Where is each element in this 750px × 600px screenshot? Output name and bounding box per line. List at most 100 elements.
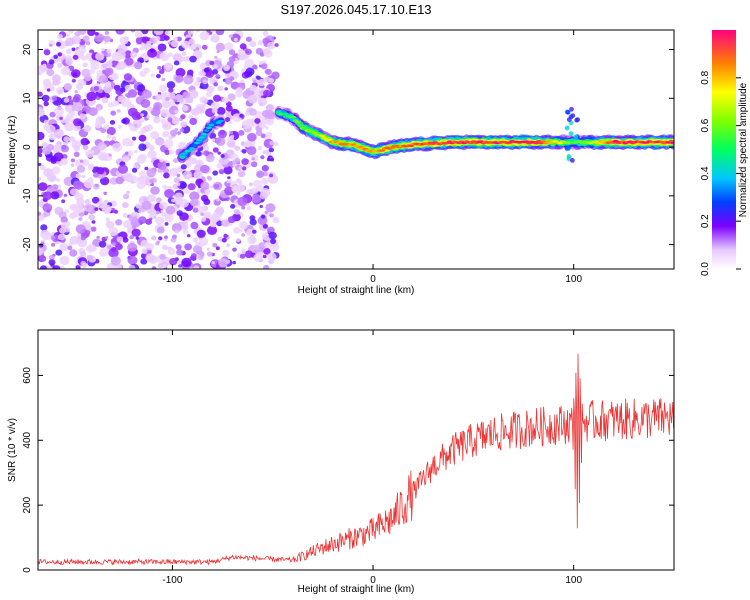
noise-blob	[156, 73, 161, 79]
noise-blob	[239, 50, 245, 55]
noise-blob	[81, 175, 86, 179]
noise-blob	[50, 86, 55, 92]
noise-blob	[264, 109, 275, 120]
noise-blob	[149, 213, 154, 218]
noise-blob	[165, 97, 170, 102]
noise-blob	[252, 229, 257, 234]
noise-blob	[82, 35, 90, 42]
noise-blob	[141, 174, 148, 181]
noise-blob	[256, 75, 261, 80]
burst-mark	[570, 158, 575, 163]
noise-blob	[59, 242, 69, 252]
noise-blob	[255, 130, 263, 136]
noise-blob	[171, 198, 176, 203]
burst-mark	[566, 146, 571, 151]
noise-blob	[170, 40, 179, 48]
noise-blob	[179, 182, 187, 189]
noise-blob	[71, 140, 82, 149]
noise-blob	[168, 87, 174, 93]
noise-blob	[86, 254, 93, 261]
noise-blob	[151, 266, 157, 269]
noise-blob	[130, 30, 136, 33]
burst-mark	[564, 125, 570, 131]
spectrogram-frame	[37, 29, 675, 270]
noise-blob	[97, 88, 103, 94]
ridge-mark	[203, 129, 210, 132]
noise-blob	[251, 187, 259, 194]
noise-blob	[90, 226, 97, 232]
noise-blob	[72, 102, 82, 112]
noise-blob	[63, 193, 68, 197]
noise-blob	[78, 217, 83, 221]
ridge-mark	[186, 149, 193, 152]
noise-blob	[196, 76, 202, 82]
noise-blob	[66, 48, 72, 55]
noise-blob	[60, 221, 69, 229]
noise-blob	[273, 141, 279, 147]
noise-blob	[147, 194, 156, 203]
noise-blob	[214, 55, 218, 60]
noise-blob	[140, 30, 149, 35]
noise-blob	[186, 234, 191, 238]
noise-blob	[226, 179, 231, 184]
noise-blob	[211, 138, 216, 142]
noise-blob	[38, 177, 42, 181]
noise-blob	[146, 115, 151, 119]
noise-blob	[105, 236, 109, 240]
noise-blob	[141, 248, 148, 255]
noise-blob	[107, 245, 112, 250]
noise-blob	[265, 203, 276, 213]
ridge-mark	[201, 132, 208, 136]
noise-blob	[103, 35, 111, 43]
snr-ticks: -100 0 100 0 200 400 600	[22, 330, 674, 586]
ridge-mark	[319, 134, 326, 138]
noise-blob	[75, 224, 86, 234]
noise-blob	[259, 191, 268, 200]
noise-blob	[69, 235, 80, 245]
noise-blob	[47, 173, 57, 183]
noise-blob	[189, 117, 198, 126]
noise-blob	[184, 243, 193, 251]
noise-blob	[52, 74, 61, 83]
noise-blob	[59, 255, 70, 265]
ridge-mark	[670, 141, 674, 145]
ridge-mark	[290, 115, 297, 119]
noise-blob	[262, 171, 269, 177]
noise-blob	[257, 146, 262, 150]
noise-blob	[248, 108, 257, 116]
noise-blob	[84, 199, 91, 205]
noise-blob	[38, 65, 45, 75]
noise-blob	[260, 155, 265, 160]
noise-blob	[167, 41, 172, 45]
noise-blob	[173, 98, 178, 103]
noise-blob	[57, 52, 63, 57]
noise-blob	[223, 166, 233, 175]
noise-blob	[264, 68, 272, 75]
noise-blob	[241, 158, 249, 166]
noise-blob	[60, 66, 71, 76]
noise-blob	[199, 30, 210, 41]
noise-blob	[217, 151, 221, 155]
noise-blob	[160, 209, 164, 214]
noise-blob	[140, 258, 148, 265]
noise-blob	[157, 66, 162, 70]
noise-blob	[189, 55, 197, 63]
noise-blob	[110, 110, 116, 116]
noise-blob	[209, 60, 215, 66]
noise-blob	[116, 236, 124, 243]
noise-blob	[130, 51, 138, 58]
noise-blob	[181, 105, 189, 112]
noise-blob	[97, 142, 107, 151]
noise-blob	[224, 117, 231, 123]
noise-blob	[224, 87, 228, 91]
noise-blob	[213, 82, 219, 87]
noise-blob	[101, 48, 105, 52]
noise-blob	[148, 150, 157, 158]
noise-blob	[211, 261, 216, 265]
noise-blob	[235, 238, 241, 243]
noise-blob	[106, 126, 116, 136]
noise-blob	[122, 202, 129, 209]
noise-blob	[51, 157, 57, 163]
noise-blob	[57, 233, 66, 241]
